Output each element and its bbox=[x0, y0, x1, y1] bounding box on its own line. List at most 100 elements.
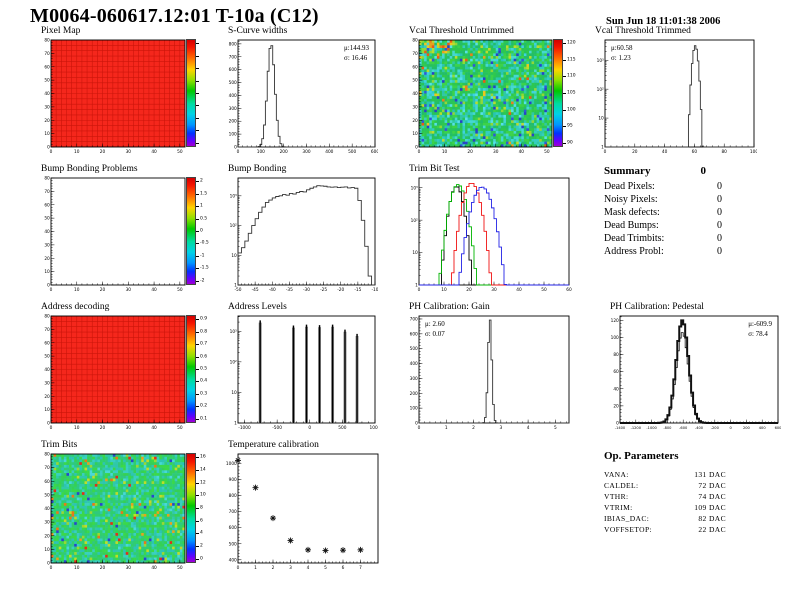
trim-bits-green-series bbox=[419, 184, 569, 286]
colorbar-label: 0.3 bbox=[200, 391, 208, 397]
summary-row-label: Dead Trimbits: bbox=[604, 233, 665, 244]
address-levels-canvas: -1000 -500 0 500 1000 1 10 10² 10³ bbox=[230, 315, 381, 431]
svg-text:10: 10 bbox=[441, 287, 447, 293]
svg-text:10: 10 bbox=[74, 287, 80, 293]
ph-gain-plot: PH Calibration: Gain μ: 2.60 σ: 0.07 0 1 2… bbox=[406, 302, 572, 432]
colorbar-label: 16 bbox=[200, 454, 206, 460]
colorbar-tick bbox=[196, 369, 199, 370]
colorbar-tick bbox=[196, 495, 199, 497]
plot-title: Address decoding bbox=[41, 302, 110, 312]
colorbar-tick bbox=[196, 457, 199, 459]
colorbar-label: 0.2 bbox=[200, 403, 208, 409]
param-label: VTRIM: bbox=[604, 503, 633, 512]
plot-title: Trim Bit Test bbox=[409, 164, 460, 174]
address-decoding-colorbar: 0.9 0.8 0.7 0.6 0.5 0.4 0.3 0.2 0.1 bbox=[186, 315, 216, 423]
colorbar-tick bbox=[196, 280, 199, 282]
summary-row-label: Address Probl: bbox=[604, 246, 664, 257]
plot-title: PH Calibration: Gain bbox=[409, 302, 490, 312]
summary-row-value: 0 bbox=[717, 233, 722, 244]
svg-text:500: 500 bbox=[229, 80, 237, 86]
svg-text:100: 100 bbox=[257, 149, 265, 155]
svg-text:30: 30 bbox=[126, 287, 132, 293]
scurve-widths-canvas: 0 100 200 300 400 500 600 0 100 200 300 400 500 600 70… bbox=[229, 39, 379, 155]
summary-row: Noisy Pixels: 0 bbox=[604, 193, 722, 206]
colorbar-tick bbox=[563, 93, 566, 94]
svg-text:800: 800 bbox=[229, 41, 237, 47]
svg-text:-40: -40 bbox=[269, 287, 276, 293]
colorbar-label: 110 bbox=[567, 73, 576, 79]
svg-text:-45: -45 bbox=[252, 287, 259, 293]
svg-text:10: 10 bbox=[412, 250, 418, 256]
colorbar-tick bbox=[563, 76, 566, 78]
svg-text:0: 0 bbox=[308, 425, 311, 431]
summary-row: Dead Trimbits: 0 bbox=[604, 232, 722, 245]
data-point-marker bbox=[287, 537, 294, 544]
param-row: CALDEL: 72 DAC bbox=[604, 480, 726, 491]
svg-text:1: 1 bbox=[234, 421, 237, 427]
svg-text:10³: 10³ bbox=[411, 185, 418, 191]
svg-text:40: 40 bbox=[613, 386, 619, 392]
svg-text:0: 0 bbox=[616, 421, 619, 427]
trim-bits-blue-series bbox=[419, 186, 569, 286]
colorbar-tick bbox=[196, 393, 199, 395]
svg-text:30: 30 bbox=[412, 104, 418, 110]
svg-text:40: 40 bbox=[662, 149, 668, 155]
colorbar-label: 6 bbox=[200, 518, 203, 524]
colorbar-label: -1.5 bbox=[200, 265, 209, 271]
param-label: CALDEL: bbox=[604, 481, 639, 490]
svg-text:50: 50 bbox=[177, 425, 183, 431]
svg-text:50: 50 bbox=[177, 287, 183, 293]
colorbar-tick bbox=[563, 142, 566, 144]
svg-text:20: 20 bbox=[613, 403, 619, 409]
svg-text:50: 50 bbox=[541, 287, 547, 293]
trim-bit-test-canvas: 0 10 20 30 40 50 60 1 10 10² 10³ bbox=[411, 177, 572, 293]
vcal-threshold-trimmed-series bbox=[605, 45, 754, 148]
svg-text:10: 10 bbox=[44, 131, 50, 137]
param-value: 131 DAC bbox=[694, 470, 726, 479]
svg-text:-400: -400 bbox=[695, 426, 704, 430]
plot-title: Trim Bits bbox=[41, 440, 78, 450]
plot-title: Vcal Threshold Trimmed bbox=[595, 26, 691, 36]
svg-text:-800: -800 bbox=[663, 426, 672, 430]
svg-text:50: 50 bbox=[412, 78, 418, 84]
svg-text:300: 300 bbox=[410, 376, 418, 382]
param-label: VOFFSETOP: bbox=[604, 525, 653, 534]
colorbar-tick bbox=[196, 117, 199, 119]
summary-row: Dead Pixels: 0 bbox=[604, 180, 722, 193]
svg-text:-200: -200 bbox=[711, 426, 720, 430]
svg-text:0: 0 bbox=[415, 421, 418, 427]
vcal-threshold-trimmed-canvas: 0 20 40 60 80 100 1 10 10² 10³ bbox=[597, 39, 758, 155]
svg-text:60: 60 bbox=[566, 287, 572, 293]
pixel-map-colorbar bbox=[186, 39, 216, 147]
bump-bonding-canvas: -50 -45 -40 -35 -30 -25 -20 -15 -10 1 10 10² 10³ bbox=[230, 177, 379, 293]
colorbar-label: 10 bbox=[200, 492, 206, 498]
stats-box: μ: 2.60 σ: 0.07 bbox=[425, 320, 445, 339]
svg-text:30: 30 bbox=[44, 380, 50, 386]
colorbar-tick bbox=[196, 418, 199, 420]
svg-text:600: 600 bbox=[371, 149, 378, 155]
colorbar-tick bbox=[196, 243, 199, 245]
page-title: M0064-060617.12:01 T-10a (C12) bbox=[30, 5, 319, 27]
svg-text:50: 50 bbox=[44, 216, 50, 222]
colorbar-tick bbox=[196, 93, 199, 94]
svg-text:300: 300 bbox=[302, 149, 310, 155]
stats-box: μ:-609.9 σ: 78.4 bbox=[748, 320, 772, 339]
svg-text:10²: 10² bbox=[230, 359, 237, 365]
svg-text:-1000: -1000 bbox=[646, 426, 657, 430]
svg-text:20: 20 bbox=[100, 287, 106, 293]
pixel-map-canvas: 0 10 20 30 40 50 0 10 20 30 40 50 60 70 80 bbox=[44, 38, 186, 155]
svg-text:20: 20 bbox=[467, 149, 473, 155]
svg-text:60: 60 bbox=[412, 64, 418, 70]
plot-title: PH Calibration: Pedestal bbox=[610, 302, 704, 312]
svg-text:0: 0 bbox=[415, 145, 418, 151]
svg-text:700: 700 bbox=[410, 316, 418, 322]
ph-pedestal-plot: PH Calibration: Pedestal μ:-609.9 σ: 78.… bbox=[607, 302, 782, 432]
colorbar-tick bbox=[196, 55, 199, 57]
address-levels-plot: Address Levels -1000 -500 0 500 1000 1 10 10² 10… bbox=[225, 302, 381, 432]
svg-text:40: 40 bbox=[412, 91, 418, 97]
colorbar-tick bbox=[196, 255, 199, 257]
colorbar-gradient bbox=[553, 39, 563, 147]
data-point-marker bbox=[270, 515, 276, 522]
summary-block: Summary 0 Dead Pixels: 0 Noisy Pixels: 0 Mas… bbox=[604, 165, 722, 258]
svg-text:-20: -20 bbox=[337, 287, 344, 293]
